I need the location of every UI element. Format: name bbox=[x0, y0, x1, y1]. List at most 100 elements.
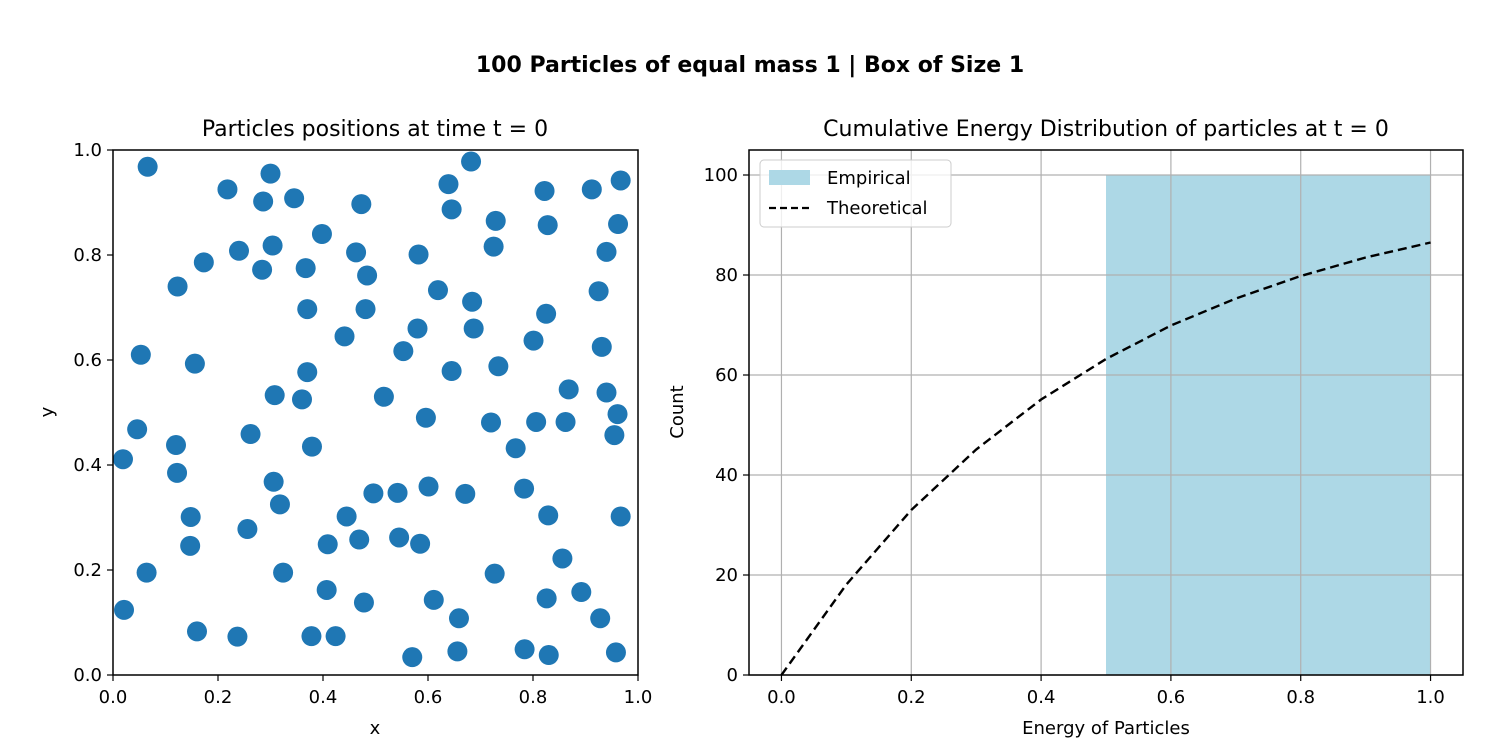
legend-label-empirical: Empirical bbox=[827, 168, 911, 189]
scatter-point bbox=[167, 276, 188, 297]
scatter-point bbox=[463, 318, 484, 339]
energy-y-tick-label: 40 bbox=[715, 465, 738, 486]
scatter-point bbox=[167, 462, 188, 483]
scatter-point bbox=[441, 199, 462, 220]
scatter-point bbox=[596, 241, 617, 262]
scatter-point bbox=[334, 326, 355, 347]
scatter-y-tick-label: 0.0 bbox=[73, 665, 102, 686]
scatter-point bbox=[423, 589, 444, 610]
scatter-point bbox=[227, 626, 248, 647]
energy-x-tick-label: 0.6 bbox=[1157, 687, 1186, 708]
energy-y-tick-label: 80 bbox=[715, 265, 738, 286]
scatter-point bbox=[555, 411, 576, 432]
energy-x-tick-label: 0.2 bbox=[897, 687, 926, 708]
energy-ticks: 0.0 0.2 0.4 0.6 0.8 1.0 0 20 40 60 80 100 bbox=[704, 165, 1445, 708]
energy-x-tick-label: 0.8 bbox=[1286, 687, 1315, 708]
energy-legend: Empirical Theoretical bbox=[759, 159, 952, 228]
scatter-point bbox=[596, 382, 617, 403]
scatter-point bbox=[355, 299, 376, 320]
scatter-point bbox=[514, 639, 535, 660]
scatter-point bbox=[389, 527, 410, 548]
scatter-point bbox=[534, 180, 555, 201]
scatter-point bbox=[393, 341, 414, 362]
scatter-point bbox=[604, 425, 625, 446]
scatter-y-tick-label: 0.4 bbox=[73, 455, 102, 476]
scatter-point bbox=[418, 476, 439, 497]
scatter-point bbox=[481, 412, 501, 433]
energy-title: Cumulative Energy Distribution of partic… bbox=[823, 117, 1389, 142]
scatter-point bbox=[514, 478, 535, 499]
scatter-point bbox=[166, 435, 186, 456]
scatter-ticks: 0.0 0.2 0.4 0.6 0.8 1.0 0.0 0.2 0.4 0.6 0.8 1.0 bbox=[73, 140, 652, 708]
scatter-y-tick-label: 0.2 bbox=[73, 560, 102, 581]
scatter-point bbox=[262, 235, 283, 256]
scatter-x-tick-label: 0.0 bbox=[99, 687, 128, 708]
scatter-point bbox=[438, 174, 459, 195]
scatter-point bbox=[295, 258, 316, 279]
scatter-point bbox=[269, 494, 290, 515]
scatter-point bbox=[264, 385, 285, 406]
scatter-point bbox=[353, 592, 374, 613]
scatter-x-tick-label: 0.4 bbox=[309, 687, 338, 708]
energy-distribution-plot: Cumulative Energy Distribution of partic… bbox=[667, 117, 1464, 739]
scatter-point bbox=[273, 562, 294, 583]
scatter-point bbox=[114, 599, 135, 620]
energy-y-tick-label: 20 bbox=[715, 565, 738, 586]
scatter-point bbox=[558, 379, 579, 400]
scatter-point bbox=[536, 588, 557, 609]
scatter-point bbox=[571, 582, 592, 603]
energy-x-tick-label: 0.0 bbox=[767, 687, 796, 708]
scatter-x-tick-label: 0.6 bbox=[414, 687, 443, 708]
scatter-point bbox=[363, 483, 384, 504]
scatter-y-tick-label: 0.6 bbox=[73, 350, 102, 371]
scatter-point bbox=[410, 533, 431, 554]
scatter-point bbox=[127, 419, 148, 440]
scatter-point bbox=[297, 362, 318, 383]
energy-frame bbox=[748, 149, 1464, 676]
scatter-point bbox=[240, 424, 261, 445]
scatter-point bbox=[407, 318, 428, 339]
scatter-point bbox=[447, 641, 468, 662]
scatter-point bbox=[336, 506, 357, 527]
energy-bars bbox=[1106, 175, 1431, 675]
scatter-point bbox=[130, 344, 151, 365]
scatter-point bbox=[537, 215, 558, 236]
scatter-point bbox=[346, 242, 367, 263]
energy-x-tick-label: 1.0 bbox=[1416, 687, 1445, 708]
scatter-point bbox=[387, 482, 408, 503]
scatter-point bbox=[180, 506, 201, 527]
scatter-point bbox=[610, 506, 631, 527]
scatter-x-tick-label: 0.8 bbox=[519, 687, 548, 708]
scatter-point bbox=[552, 548, 573, 569]
figure-suptitle: 100 Particles of equal mass 1 | Box of S… bbox=[476, 53, 1024, 78]
scatter-y-tick-label: 0.8 bbox=[73, 245, 102, 266]
scatter-point bbox=[607, 404, 628, 425]
scatter-point bbox=[488, 356, 509, 377]
scatter-point bbox=[263, 471, 284, 492]
legend-label-theoretical: Theoretical bbox=[826, 198, 928, 219]
scatter-point bbox=[325, 626, 346, 647]
scatter-x-tick-label: 0.2 bbox=[204, 687, 233, 708]
scatter-point bbox=[408, 244, 429, 265]
scatter-point bbox=[136, 562, 157, 583]
scatter-point bbox=[373, 386, 394, 407]
scatter-point bbox=[252, 259, 273, 280]
scatter-point bbox=[253, 191, 274, 212]
scatter-x-tick-label: 1.0 bbox=[624, 687, 653, 708]
scatter-point bbox=[455, 483, 476, 504]
scatter-point bbox=[301, 626, 322, 647]
energy-y-tick-label: 60 bbox=[715, 365, 738, 386]
scatter-point bbox=[193, 252, 214, 273]
scatter-frame bbox=[112, 149, 639, 676]
scatter-point bbox=[484, 563, 505, 584]
energy-y-axis-label: Count bbox=[667, 385, 688, 438]
scatter-point bbox=[180, 535, 201, 556]
energy-theory-line-group bbox=[780, 241, 1431, 676]
scatter-point bbox=[538, 645, 559, 666]
scatter-point bbox=[581, 179, 602, 200]
legend-swatch-empirical bbox=[769, 170, 810, 185]
scatter-point bbox=[137, 156, 158, 177]
scatter-plot: Particles positions at time t = 0 0.0 0.2… bbox=[37, 117, 652, 739]
scatter-y-tick-label: 1.0 bbox=[73, 140, 102, 161]
